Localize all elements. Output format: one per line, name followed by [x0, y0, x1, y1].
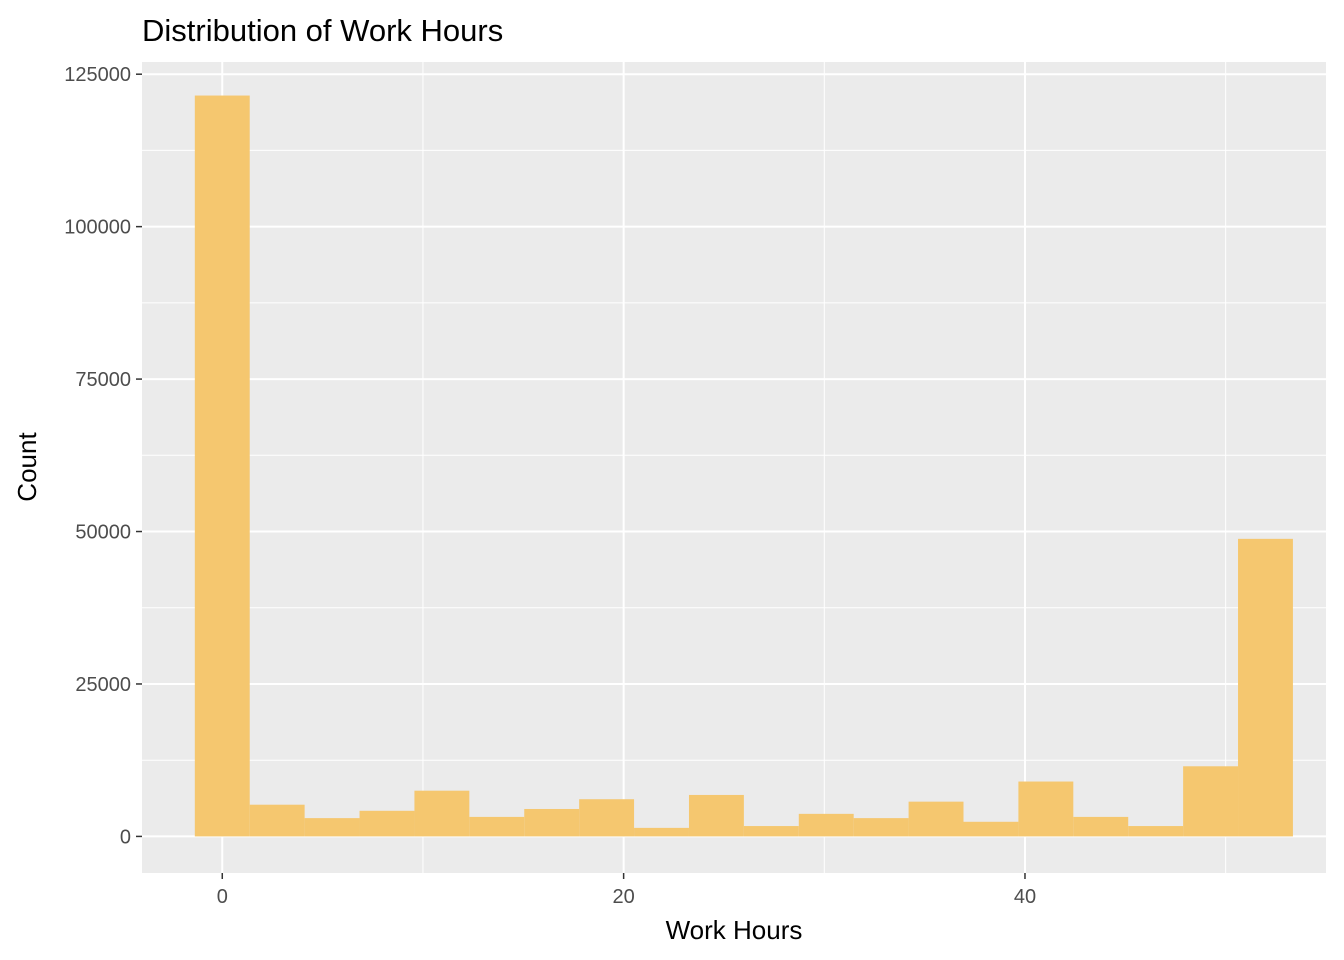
y-tick-label: 50000 [75, 522, 131, 544]
y-tick-label: 75000 [75, 369, 131, 391]
histogram-bar [1018, 781, 1074, 837]
histogram-bar [1183, 766, 1239, 837]
histogram-bar [688, 794, 744, 837]
histogram-bar [634, 827, 689, 837]
x-axis: 0 20 40 [217, 873, 1036, 908]
histogram-bar [1238, 538, 1293, 837]
histogram-bar [414, 790, 470, 837]
histogram-bar [304, 818, 360, 837]
plot-panel [142, 62, 1326, 873]
histogram-bar [908, 801, 964, 837]
histogram-bar [1128, 826, 1184, 837]
y-tick-label: 100000 [64, 217, 131, 239]
x-axis-title: Work Hours [666, 915, 803, 945]
x-tick-label: 0 [217, 886, 228, 908]
histogram-bar [579, 799, 635, 837]
y-axis: 0 25000 50000 75000 100000 125000 [64, 64, 142, 848]
y-tick-label: 125000 [64, 64, 131, 86]
histogram-bar [963, 821, 1019, 837]
y-tick-label: 0 [120, 826, 131, 848]
grid-lines [142, 62, 1326, 873]
histogram-bar [798, 813, 854, 837]
histogram-bars [194, 95, 1293, 837]
y-axis-title: Count [12, 432, 42, 502]
x-tick-label: 40 [1014, 886, 1036, 908]
histogram-bar [249, 804, 305, 837]
histogram-bar [194, 95, 250, 837]
histogram-bar [469, 816, 525, 837]
histogram-bar [359, 810, 415, 837]
histogram-bar [853, 818, 909, 837]
histogram-bar [524, 808, 580, 837]
histogram-bar [743, 826, 799, 837]
histogram-bar [1073, 816, 1129, 837]
chart-title: Distribution of Work Hours [142, 13, 503, 48]
y-tick-label: 25000 [75, 674, 131, 696]
x-tick-label: 20 [613, 886, 635, 908]
